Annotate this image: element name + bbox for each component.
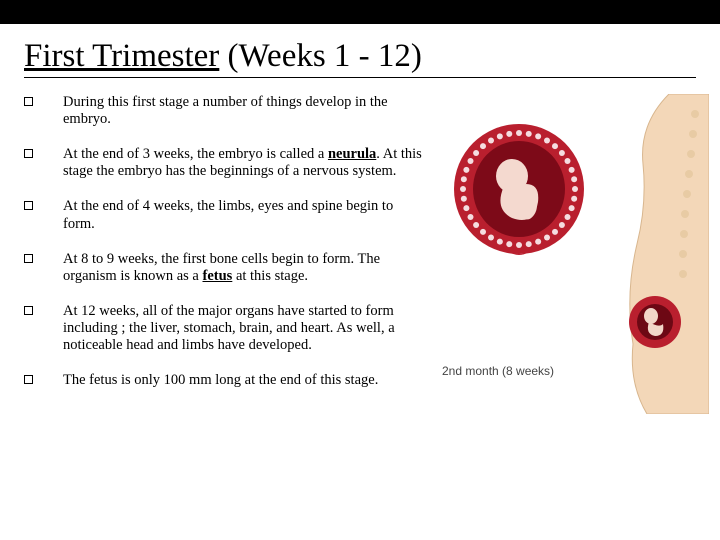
bullet-square-icon xyxy=(24,149,33,158)
bullet-square-icon xyxy=(24,306,33,315)
bullet-item: During this first stage a number of thin… xyxy=(24,94,424,128)
top-bar xyxy=(0,0,720,24)
bullet-item: At 8 to 9 weeks, the first bone cells be… xyxy=(24,251,424,285)
body-row: During this first stage a number of thin… xyxy=(24,94,696,407)
bullet-square-icon xyxy=(24,97,33,106)
bullet-text: At 12 weeks, all of the major organs hav… xyxy=(63,303,424,354)
bullet-item: The fetus is only 100 mm long at the end… xyxy=(24,372,424,389)
bullet-text: The fetus is only 100 mm long at the end… xyxy=(63,372,424,389)
bullet-item: At the end of 4 weeks, the limbs, eyes a… xyxy=(24,198,424,232)
title-underlined: First Trimester xyxy=(24,38,219,74)
slide-content: First Trimester (Weeks 1 - 12) During th… xyxy=(0,24,720,407)
slide-title: First Trimester (Weeks 1 - 12) xyxy=(24,38,696,75)
title-rule xyxy=(24,77,696,78)
bullet-square-icon xyxy=(24,254,33,263)
bullet-text: At the end of 3 weeks, the embryo is cal… xyxy=(63,146,424,180)
embryo-image xyxy=(444,114,594,279)
bullet-text: During this first stage a number of thin… xyxy=(63,94,424,128)
side-profile-image xyxy=(599,94,709,414)
image-area: 2nd month (8 weeks) xyxy=(424,94,696,104)
bullet-item: At 12 weeks, all of the major organs hav… xyxy=(24,303,424,354)
image-caption: 2nd month (8 weeks) xyxy=(442,364,554,378)
bullet-square-icon xyxy=(24,201,33,210)
bullet-square-icon xyxy=(24,375,33,384)
title-rest: (Weeks 1 - 12) xyxy=(219,38,422,74)
bullet-item: At the end of 3 weeks, the embryo is cal… xyxy=(24,146,424,180)
bullet-text: At the end of 4 weeks, the limbs, eyes a… xyxy=(63,198,424,232)
bullet-list: During this first stage a number of thin… xyxy=(24,94,424,407)
bullet-text: At 8 to 9 weeks, the first bone cells be… xyxy=(63,251,424,285)
